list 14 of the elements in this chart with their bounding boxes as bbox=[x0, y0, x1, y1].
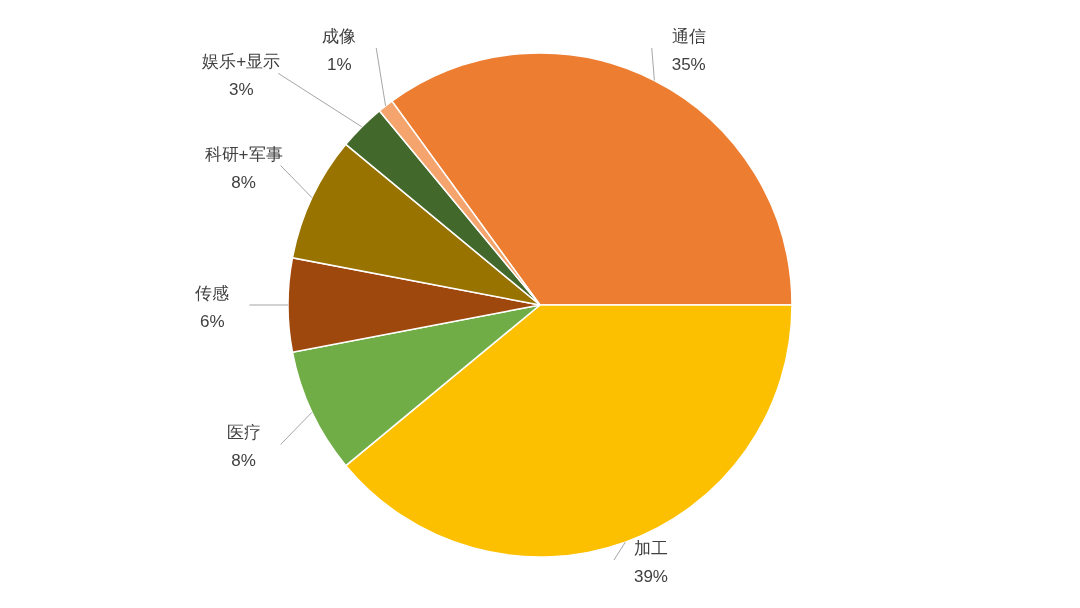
data-label: 8% bbox=[231, 172, 256, 192]
slice-label: 通信 bbox=[671, 27, 706, 46]
slice-label: 加工 bbox=[633, 539, 668, 558]
slice-label: 科研+军事 bbox=[204, 144, 283, 164]
slice-label: 传感 bbox=[195, 284, 230, 303]
slice-label: 医疗 bbox=[226, 423, 261, 443]
data-label: 39% bbox=[633, 567, 668, 586]
slice-label: 娱乐+显示 bbox=[202, 52, 281, 72]
data-label: 3% bbox=[228, 80, 254, 100]
slice-label: 成像 bbox=[322, 27, 357, 46]
data-label: 8% bbox=[231, 451, 256, 471]
data-label: 6% bbox=[200, 312, 225, 331]
data-label: 1% bbox=[326, 55, 352, 74]
data-label: 35% bbox=[671, 55, 706, 74]
